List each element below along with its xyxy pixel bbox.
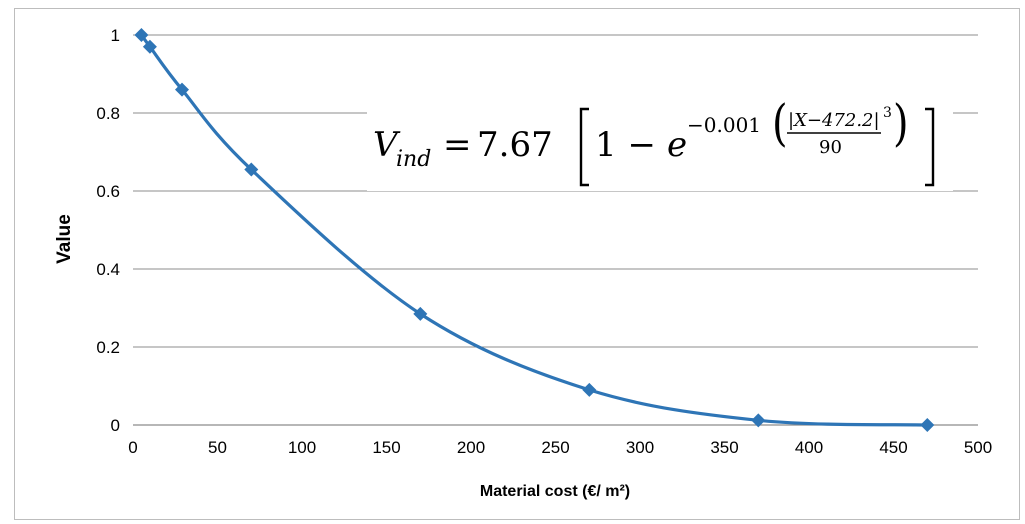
- left-bracket-shape: [579, 107, 589, 187]
- x-tick-label: 200: [457, 438, 485, 457]
- y-axis-title: Value: [54, 214, 75, 264]
- x-tick-label: 50: [208, 438, 227, 457]
- x-tick-label: 0: [128, 438, 137, 457]
- x-tick-label: 250: [541, 438, 569, 457]
- equation-denominator: 90: [819, 137, 842, 158]
- data-point-marker: [920, 418, 935, 432]
- right-bracket-shape: [925, 107, 935, 187]
- x-tick-label: 400: [795, 438, 823, 457]
- equation-lhs-var: V: [373, 125, 401, 165]
- equation-exp-base: e: [667, 125, 687, 165]
- equation-lhs-subscript: ind: [396, 147, 431, 172]
- y-tick-label: 0.6: [96, 182, 120, 201]
- y-tick-label: 0: [111, 416, 120, 435]
- x-tick-label: 500: [964, 438, 992, 457]
- series-markers: [134, 28, 935, 432]
- x-tick-label: 100: [288, 438, 316, 457]
- chart-frame: 0 0.2 0.4 0.6 0.8 1 0 50 100 150 200 250 300 350 400 4…: [14, 8, 1020, 520]
- x-tick-label: 150: [372, 438, 400, 457]
- equation-left-paren: (: [772, 94, 788, 153]
- x-tick-label: 350: [710, 438, 738, 457]
- equation-power: 3: [883, 105, 892, 121]
- y-tick-label: 1: [111, 26, 120, 45]
- equation-equals: =: [443, 125, 472, 165]
- x-tick-label: 300: [626, 438, 654, 457]
- data-point-marker: [134, 28, 149, 42]
- x-axis-title: Material cost (€/ m²): [480, 483, 630, 500]
- equation-right-paren: ): [893, 94, 909, 153]
- data-point-marker: [751, 413, 766, 428]
- equation-coefficient: 7.67: [477, 125, 553, 165]
- equation-numerator: |X−472.2|: [788, 110, 880, 131]
- y-tick-label: 0.2: [96, 338, 120, 357]
- data-point-marker: [244, 162, 259, 177]
- chart-svg: 0 0.2 0.4 0.6 0.8 1 0 50 100 150 200 250 300 350 400 4…: [54, 26, 992, 500]
- data-point-marker: [175, 82, 190, 97]
- x-tick-labels: 0 50 100 150 200 250 300 350 400 450 500: [128, 438, 992, 457]
- data-point-marker: [582, 382, 597, 397]
- y-tick-labels: 0 0.2 0.4 0.6 0.8 1: [96, 26, 120, 435]
- y-tick-label: 0.4: [96, 260, 120, 279]
- x-tick-label: 450: [879, 438, 907, 457]
- data-point-marker: [413, 306, 428, 321]
- equation-annotation: V ind = 7.67 1 − e −0.001 ( |X−472.2| 3 …: [367, 89, 953, 191]
- equation-background: [367, 89, 953, 191]
- y-tick-label: 0.8: [96, 104, 120, 123]
- data-point-marker: [142, 39, 157, 54]
- equation-exp-prefix: −0.001: [687, 113, 761, 137]
- equation-one-minus: 1 −: [595, 125, 656, 165]
